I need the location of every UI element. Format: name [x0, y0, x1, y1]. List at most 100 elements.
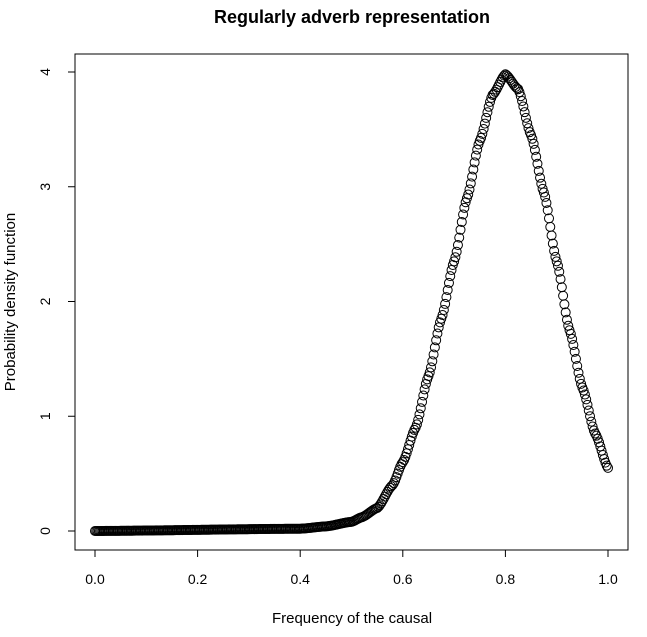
- data-point: [514, 87, 525, 98]
- data-point: [559, 299, 570, 310]
- data-point: [522, 118, 533, 129]
- data-point: [581, 394, 592, 405]
- data-point: [578, 385, 589, 396]
- data-point: [470, 150, 481, 161]
- data-point: [420, 378, 431, 389]
- data-point: [597, 449, 608, 460]
- y-tick-label: 4: [37, 68, 53, 76]
- data-point: [586, 416, 597, 427]
- data-point: [458, 209, 469, 220]
- data-point: [572, 360, 583, 371]
- data-point: [468, 164, 479, 175]
- data-point: [418, 390, 429, 401]
- data-point: [414, 409, 425, 420]
- data-point: [445, 271, 456, 282]
- data-point: [555, 274, 566, 285]
- data-point: [544, 213, 554, 224]
- data-point: [603, 462, 613, 473]
- data-point: [386, 481, 397, 492]
- data-point: [485, 96, 496, 107]
- data-point: [567, 333, 578, 344]
- data-point: [467, 171, 478, 182]
- data-point: [515, 91, 526, 102]
- data-point: [560, 307, 571, 318]
- data-point: [551, 256, 562, 267]
- x-axis: 0.0 0.2 0.4 0.6 0.8 1.0: [85, 549, 618, 587]
- x-tick-label: 0.8: [496, 571, 516, 587]
- data-point: [540, 191, 551, 202]
- data-point: [538, 187, 549, 198]
- data-point: [582, 399, 593, 410]
- data-point: [428, 349, 439, 360]
- data-point: [527, 133, 538, 144]
- x-tick-label: 0.0: [85, 571, 105, 587]
- data-point: [583, 405, 594, 416]
- data-point: [509, 80, 520, 91]
- y-axis-label: Probability density function: [2, 213, 19, 391]
- data-point: [424, 367, 435, 378]
- data-point: [431, 335, 442, 346]
- data-point: [455, 224, 466, 235]
- plot-frame: [74, 53, 629, 551]
- data-point: [549, 245, 560, 256]
- data-point: [460, 197, 471, 208]
- data-point: [590, 428, 601, 439]
- data-point: [482, 107, 493, 118]
- data-point: [550, 251, 561, 262]
- data-point: [409, 424, 420, 435]
- data-point: [569, 346, 580, 357]
- data-point: [483, 101, 494, 112]
- data-point: [547, 238, 558, 249]
- data-point: [426, 362, 437, 373]
- data-point: [479, 118, 490, 129]
- data-point: [545, 221, 556, 232]
- data-point: [442, 285, 453, 296]
- y-tick-label: 0: [37, 527, 53, 535]
- data-point: [373, 501, 384, 512]
- data-point: [565, 328, 576, 339]
- y-tick-label: 1: [37, 412, 53, 420]
- data-point: [440, 298, 451, 309]
- data-point: [502, 71, 513, 82]
- data-point: [411, 419, 422, 430]
- data-point: [417, 396, 428, 407]
- data-point: [481, 112, 492, 123]
- data-point: [573, 367, 584, 378]
- data-point: [429, 342, 440, 353]
- data-point: [415, 403, 426, 414]
- x-tick-label: 0.2: [188, 571, 208, 587]
- data-point: [454, 232, 465, 243]
- data-point: [438, 304, 449, 315]
- data-point: [570, 353, 581, 364]
- y-tick-label: 2: [37, 297, 53, 305]
- data-point: [587, 421, 598, 432]
- data-point: [451, 246, 462, 257]
- data-point: [405, 435, 416, 446]
- data-point: [506, 76, 517, 87]
- data-point: [528, 138, 539, 149]
- data-point: [478, 124, 489, 135]
- data-point: [427, 356, 438, 367]
- data-point: [520, 112, 531, 123]
- data-point: [437, 310, 448, 321]
- data-point: [413, 414, 424, 425]
- data-point: [523, 123, 534, 134]
- data-point: [463, 189, 474, 200]
- data-point: [531, 151, 542, 162]
- data-point: [477, 128, 488, 139]
- data-point: [554, 266, 565, 277]
- x-tick-label: 1.0: [598, 571, 618, 587]
- data-point: [450, 252, 461, 263]
- data-point: [529, 144, 540, 155]
- data-point: [552, 260, 563, 271]
- x-tick-label: 0.6: [393, 571, 413, 587]
- data-point: [464, 184, 475, 195]
- data-point: [546, 230, 557, 241]
- chart-title: Regularly adverb representation: [214, 7, 490, 27]
- data-point: [456, 216, 467, 227]
- data-point: [535, 172, 546, 183]
- data-point: [388, 478, 399, 489]
- data-point: [510, 81, 521, 92]
- data-point: [561, 314, 572, 325]
